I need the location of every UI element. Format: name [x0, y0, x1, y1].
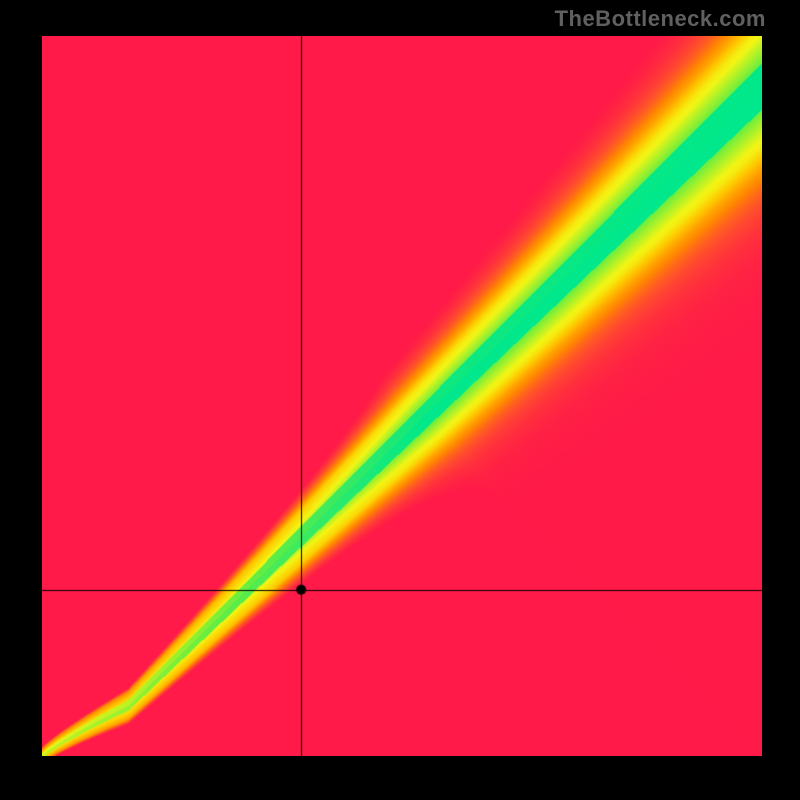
heatmap-canvas [42, 36, 762, 756]
watermark-text: TheBottleneck.com [555, 6, 766, 32]
bottleneck-heatmap [42, 36, 762, 756]
